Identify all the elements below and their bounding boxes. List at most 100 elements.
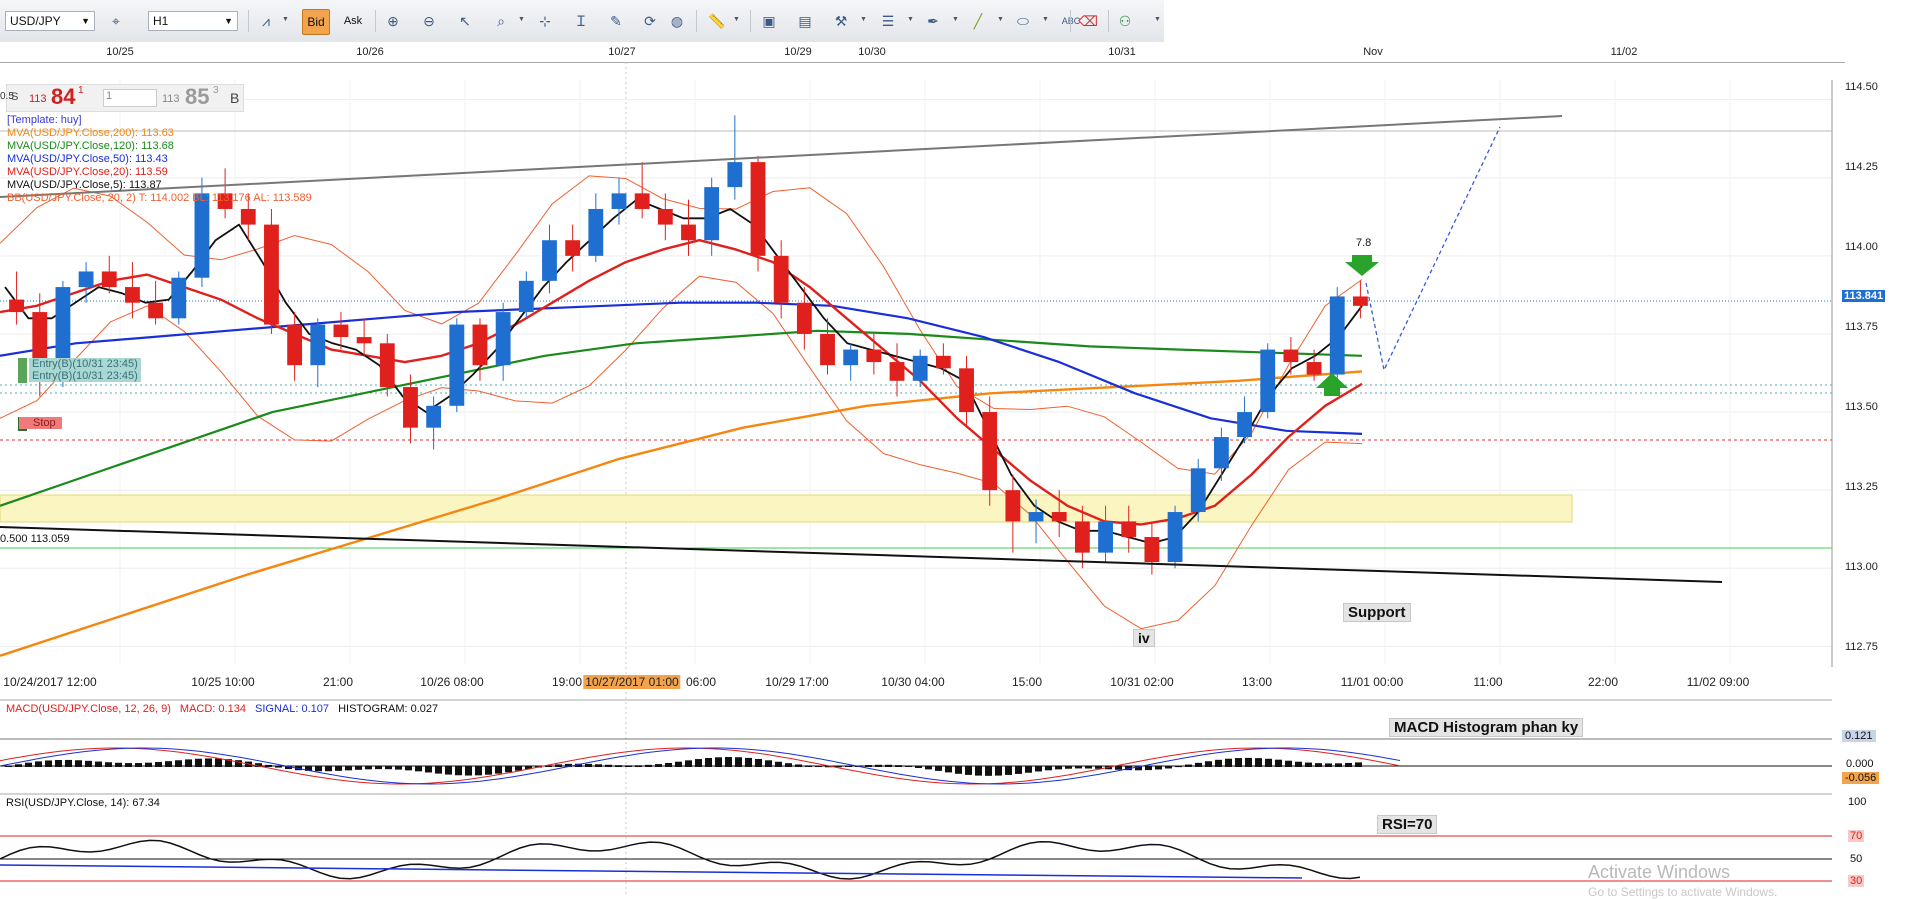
zoom-in-icon[interactable]: ⊕: [387, 12, 399, 29]
symbol-select[interactable]: USD/JPY ▼: [5, 11, 95, 31]
bid-button[interactable]: Bid: [302, 9, 330, 35]
macd-histogram-bar: [995, 766, 1002, 776]
chart-grid: [0, 62, 1832, 895]
macd-histogram-bar: [745, 757, 752, 767]
layout-icon[interactable]: ▤: [798, 12, 812, 29]
macd-histogram-bar: [815, 766, 822, 768]
macd-legend: MACD(USD/JPY.Close, 12, 26, 9) MACD: 0.1…: [6, 703, 438, 715]
time-tick: 10/29 17:00: [765, 675, 829, 689]
chevron-down-icon[interactable]: ▼: [907, 16, 914, 23]
macd-histogram-bar: [525, 766, 532, 770]
indicators-icon[interactable]: ⚇: [1118, 12, 1132, 29]
cycle-icon[interactable]: ⟳: [644, 12, 656, 29]
legend-bb: BB(USD/JPY.Close, 20, 2) T: 114.002 BL: …: [7, 192, 312, 204]
macd-histogram-bar: [1315, 763, 1322, 767]
down-arrow-icon: [1345, 255, 1379, 276]
chevron-down-icon[interactable]: ▼: [997, 16, 1004, 23]
buy-label[interactable]: B: [230, 90, 240, 106]
lines-icon[interactable]: ☰: [881, 12, 895, 29]
chevron-down-icon[interactable]: ▼: [1154, 16, 1161, 23]
rsi-axis-tick: 100: [1848, 796, 1867, 808]
candle-up: [1167, 512, 1183, 563]
macd-histogram-bar: [1265, 758, 1272, 767]
chevron-down-icon[interactable]: ▼: [952, 16, 959, 23]
macd-histogram-bar: [435, 766, 442, 774]
chevron-down-icon[interactable]: ▼: [518, 16, 525, 23]
buy-pips[interactable]: 85: [185, 84, 210, 109]
candle-down: [148, 302, 164, 319]
candle-down: [379, 343, 395, 388]
macd-histogram-bar: [325, 766, 332, 772]
macd-histogram-bar: [1335, 763, 1342, 767]
quote-panel: S 113 84 1 1 113 85 3 B: [6, 84, 244, 112]
picture-icon[interactable]: ▣: [762, 12, 776, 29]
sell-label[interactable]: S: [11, 91, 19, 103]
macd-histogram-bar: [1255, 758, 1262, 767]
ellipse-icon[interactable]: ⬭: [1017, 12, 1029, 29]
entry-label[interactable]: Entry(B)(10/31 23:45): [29, 370, 141, 382]
candle-down: [982, 412, 998, 491]
candle-down: [750, 162, 766, 256]
trendline-icon[interactable]: ╱: [973, 12, 983, 29]
chart-type-icon[interactable]: ⌖: [112, 12, 120, 29]
crosshair-icon[interactable]: ⊹: [539, 12, 551, 29]
candle-down: [1283, 349, 1299, 363]
tools-icon[interactable]: ⚒: [834, 12, 848, 29]
candle-down: [9, 299, 24, 313]
time-tick: 13:00: [1241, 675, 1273, 689]
ruler-icon[interactable]: 📏: [708, 12, 726, 29]
macd-histogram-bar: [405, 766, 412, 771]
macd-histogram-bar: [1035, 766, 1042, 772]
time-label: 11/02: [1610, 46, 1638, 58]
time-tick: 11/02 09:00: [1686, 675, 1750, 689]
chevron-down-icon[interactable]: ▼: [733, 16, 740, 23]
sell-pips[interactable]: 84: [51, 84, 76, 109]
timeframe-select[interactable]: H1 ▼: [148, 11, 238, 31]
macd-histogram-bar: [655, 764, 662, 767]
time-tick: 21:00: [322, 675, 354, 689]
legend-ma5: MVA(USD/JPY.Close,5): 113.87: [7, 179, 162, 191]
toolbar-divider: [696, 10, 697, 32]
macd-axis-tick: 0.000: [1846, 758, 1874, 770]
entry-marker: [18, 358, 27, 383]
pen-icon[interactable]: ✒: [927, 12, 939, 29]
activate-windows-hint: Go to Settings to activate Windows.: [1588, 885, 1778, 899]
edit-icon[interactable]: ✎: [610, 12, 622, 29]
entry-label[interactable]: Entry(B)(10/31 23:45): [29, 358, 141, 370]
macd-histogram-bar: [665, 762, 672, 767]
macd-histogram-bar: [985, 766, 992, 776]
pointer-icon[interactable]: ↖: [459, 12, 471, 29]
globe-icon[interactable]: ◍: [670, 12, 684, 29]
macd-histogram-bar: [635, 765, 642, 767]
template-label: [Template: huy]: [7, 114, 82, 126]
ask-button[interactable]: Ask: [343, 15, 363, 27]
macd-histogram-bar: [595, 764, 602, 767]
chevron-down-icon: ▼: [81, 16, 90, 26]
stop-label[interactable]: Stop: [19, 417, 62, 429]
macd-histogram-bar: [75, 760, 82, 767]
eraser-icon[interactable]: ⌫: [1078, 12, 1098, 29]
candle-down: [356, 337, 372, 344]
chevron-down-icon[interactable]: ▼: [1042, 16, 1049, 23]
chevron-down-icon: ▼: [224, 16, 233, 26]
candle-up: [611, 193, 627, 209]
price-chart[interactable]: [0, 62, 1921, 895]
candle-up: [1237, 412, 1252, 438]
histogram-value: HISTOGRAM: 0.027: [338, 703, 439, 715]
chevron-down-icon[interactable]: ▼: [282, 16, 289, 23]
zoom-box-icon[interactable]: ⌕: [497, 12, 505, 29]
macd-panel: [0, 699, 1832, 785]
signal-value: SIGNAL: 0.107: [255, 703, 330, 715]
macd-histogram-bar: [585, 763, 592, 767]
chevron-down-icon[interactable]: ▼: [860, 16, 867, 23]
line-chart-icon[interactable]: ⩘: [262, 12, 270, 29]
macd-histogram-bar: [1005, 766, 1012, 775]
macd-histogram-bar: [1245, 757, 1252, 767]
lower-trendline: [0, 526, 1723, 583]
text-icon[interactable]: Ｉ: [574, 13, 588, 29]
zoom-out-icon[interactable]: ⊖: [423, 12, 435, 29]
macd-histogram-bar: [875, 764, 882, 767]
macd-histogram-bar: [1045, 766, 1052, 771]
current-price-tag: 113.841: [1842, 290, 1886, 302]
lot-input[interactable]: 1: [103, 89, 157, 107]
